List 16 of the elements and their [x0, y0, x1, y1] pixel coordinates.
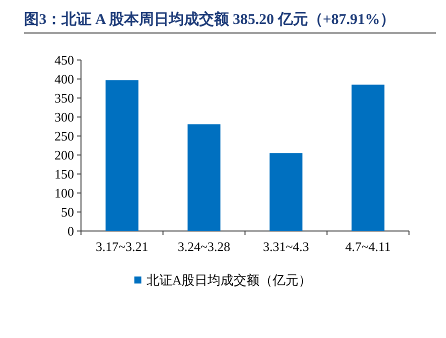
- ytick: 200: [54, 148, 74, 162]
- ytick: 450: [54, 52, 74, 68]
- ytick: 250: [54, 128, 74, 144]
- xtick: 3.17~3.21: [96, 239, 148, 254]
- ytick: 0: [68, 224, 74, 238]
- title: 图3：北证 A 股本周日均成交额 385.20 亿元（+87.91%）: [24, 12, 396, 28]
- ytick: 100: [54, 186, 74, 200]
- ytick: 400: [54, 72, 74, 86]
- xtick: 4.7~4.11: [345, 239, 391, 254]
- xtick: 3.31~4.3: [262, 239, 310, 254]
- ytick: 150: [54, 166, 74, 182]
- legend-label: 北证A股日均成交额（亿元）: [146, 272, 312, 288]
- xtick: 3.24~3.28: [178, 239, 230, 254]
- ytick: 50: [61, 204, 74, 220]
- ytick: 350: [54, 90, 74, 106]
- ytick: 300: [54, 110, 74, 124]
